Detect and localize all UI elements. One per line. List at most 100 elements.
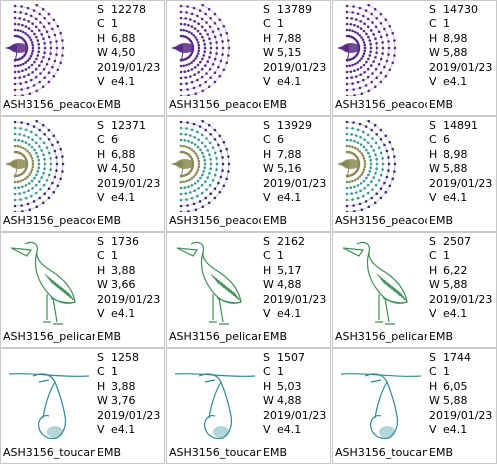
color-count: 1 <box>443 249 450 263</box>
file-format: EMB <box>263 214 287 227</box>
width-value: 5,88 <box>443 46 468 60</box>
width-label: W <box>263 394 274 408</box>
stitch-count: 1507 <box>277 351 305 364</box>
color-label: C <box>429 365 437 379</box>
width-label: W <box>429 162 440 176</box>
version-label: V <box>97 307 105 321</box>
date-value: 2019/01/23 <box>429 176 493 190</box>
peacock-design-preview <box>3 120 95 212</box>
width-value: 5,88 <box>443 278 468 292</box>
height-value: 6,88 <box>111 31 136 45</box>
file-format: EMB <box>263 446 287 459</box>
version-label: V <box>263 423 271 437</box>
color-count: 6 <box>443 133 450 147</box>
file-name: ASH3156_pelican <box>169 330 261 343</box>
height-value: 5,17 <box>277 263 302 277</box>
color-label: C <box>429 249 437 263</box>
height-value: 5,03 <box>277 379 302 393</box>
width-label: W <box>429 46 440 60</box>
peacock-design-preview <box>169 120 261 212</box>
width-label: W <box>97 162 108 176</box>
color-count: 1 <box>111 249 118 263</box>
height-value: 7,88 <box>277 31 302 45</box>
version-value: e4.1 <box>443 307 468 321</box>
width-value: 4,88 <box>277 278 302 292</box>
height-value: 6,05 <box>443 379 468 393</box>
width-label: W <box>429 278 440 292</box>
height-value: 6,22 <box>443 263 468 277</box>
file-name: ASH3156_peacoc <box>3 98 95 111</box>
height-label: H <box>97 263 106 277</box>
height-value: 7,88 <box>277 147 302 161</box>
height-label: H <box>263 263 272 277</box>
stitch-count: 12371 <box>111 119 146 132</box>
color-label: C <box>263 249 271 263</box>
width-label: W <box>429 394 440 408</box>
width-label: W <box>97 278 108 292</box>
height-value: 8,98 <box>443 31 468 45</box>
file-format: EMB <box>429 98 453 111</box>
stitch-label: S <box>429 119 436 132</box>
width-label: W <box>263 162 274 176</box>
color-count: 6 <box>111 133 118 147</box>
color-label: C <box>97 133 105 147</box>
width-value: 5,88 <box>443 162 468 176</box>
stitch-label: S <box>263 351 270 364</box>
version-value: e4.1 <box>443 423 468 437</box>
version-value: e4.1 <box>277 307 302 321</box>
height-label: H <box>97 147 106 161</box>
height-label: H <box>97 379 106 393</box>
peacock-design-preview <box>335 120 427 212</box>
file-name: ASH3156_pelican <box>3 330 95 343</box>
width-value: 4,50 <box>111 46 136 60</box>
color-count: 1 <box>443 17 450 31</box>
file-name: ASH3156_toucan <box>169 446 261 459</box>
color-count: 6 <box>277 133 284 147</box>
file-name: ASH3156_peacoc <box>169 98 261 111</box>
file-format: EMB <box>97 446 121 459</box>
file-name: ASH3156_toucan <box>335 446 427 459</box>
width-value: 4,88 <box>277 394 302 408</box>
version-label: V <box>429 191 437 205</box>
color-label: C <box>429 133 437 147</box>
version-value: e4.1 <box>111 423 136 437</box>
stitch-label: S <box>263 235 270 248</box>
peacock-design-preview <box>169 4 261 96</box>
stitch-count: 1744 <box>443 351 471 364</box>
color-label: C <box>263 17 271 31</box>
date-value: 2019/01/23 <box>263 176 327 190</box>
color-count: 1 <box>111 365 118 379</box>
version-label: V <box>429 423 437 437</box>
color-label: C <box>97 17 105 31</box>
color-count: 1 <box>277 249 284 263</box>
stitch-label: S <box>97 3 104 16</box>
width-value: 5,16 <box>277 162 302 176</box>
stitch-label: S <box>429 235 436 248</box>
file-format: EMB <box>263 330 287 343</box>
height-label: H <box>263 31 272 45</box>
stitch-count: 13789 <box>277 3 312 16</box>
version-label: V <box>97 423 105 437</box>
file-format: EMB <box>97 98 121 111</box>
date-value: 2019/01/23 <box>429 408 493 422</box>
stitch-count: 2162 <box>277 235 305 248</box>
width-value: 5,15 <box>277 46 302 60</box>
